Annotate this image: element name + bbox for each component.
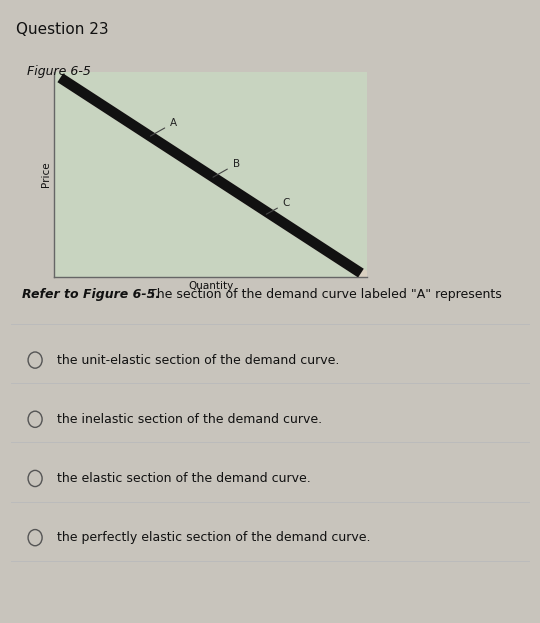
Text: B: B xyxy=(213,159,240,177)
Text: Refer to Figure 6-5.: Refer to Figure 6-5. xyxy=(22,288,160,301)
Text: Figure 6-5: Figure 6-5 xyxy=(27,65,91,78)
Text: the inelastic section of the demand curve.: the inelastic section of the demand curv… xyxy=(57,413,322,426)
Text: the elastic section of the demand curve.: the elastic section of the demand curve. xyxy=(57,472,310,485)
Text: the unit-elastic section of the demand curve.: the unit-elastic section of the demand c… xyxy=(57,354,339,367)
Text: the perfectly elastic section of the demand curve.: the perfectly elastic section of the dem… xyxy=(57,531,370,545)
Text: The section of the demand curve labeled "A" represents: The section of the demand curve labeled … xyxy=(145,288,502,301)
Text: C: C xyxy=(266,198,290,214)
Text: Question 23: Question 23 xyxy=(16,22,109,37)
Text: A: A xyxy=(150,118,177,136)
X-axis label: Quantity: Quantity xyxy=(188,282,233,292)
Y-axis label: Price: Price xyxy=(41,161,51,188)
